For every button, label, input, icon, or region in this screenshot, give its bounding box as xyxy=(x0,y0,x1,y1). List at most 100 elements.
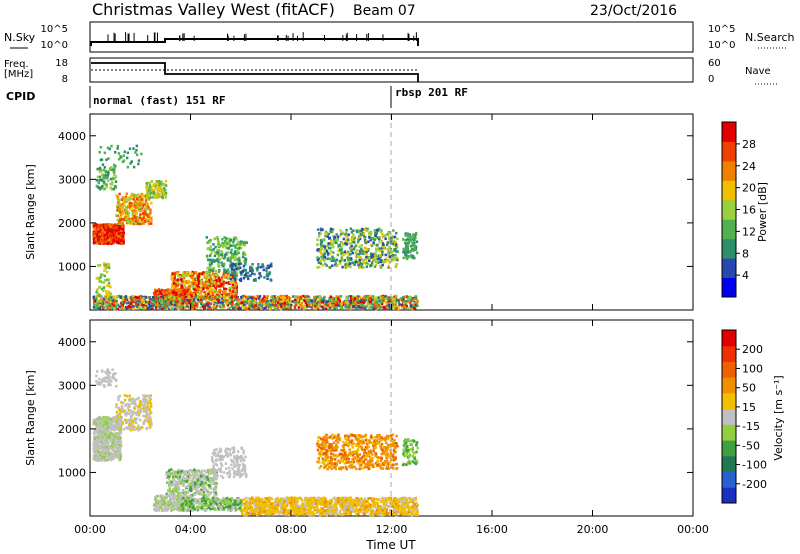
data-point xyxy=(227,259,229,262)
data-point xyxy=(362,250,364,253)
freq-left-tick-bottom: 8 xyxy=(62,74,68,85)
data-point xyxy=(125,307,127,310)
data-point xyxy=(316,307,318,310)
data-point xyxy=(373,238,375,241)
data-point xyxy=(347,238,349,241)
data-point xyxy=(149,211,151,214)
power-ylabel: Slant Range [km] xyxy=(24,164,37,260)
data-point xyxy=(374,265,376,268)
data-point xyxy=(379,265,381,268)
data-point xyxy=(415,232,417,235)
data-point xyxy=(331,264,333,267)
data-point xyxy=(197,299,199,302)
data-point xyxy=(239,243,241,246)
data-point xyxy=(338,244,340,247)
data-point xyxy=(95,238,97,241)
data-point xyxy=(153,304,155,307)
data-point xyxy=(96,277,98,280)
data-point xyxy=(142,304,144,307)
colorbar-tick-label: 24 xyxy=(742,160,756,173)
data-point xyxy=(334,261,336,264)
data-point xyxy=(163,194,165,197)
data-point xyxy=(244,244,246,247)
data-point xyxy=(253,297,255,300)
data-point xyxy=(157,195,159,198)
data-point xyxy=(239,307,241,310)
data-point xyxy=(159,182,161,185)
data-point xyxy=(362,297,364,300)
data-point xyxy=(148,214,150,217)
data-point xyxy=(188,291,190,294)
data-point xyxy=(269,304,271,307)
data-point xyxy=(100,300,102,303)
data-point xyxy=(349,242,351,245)
data-point xyxy=(247,278,249,281)
data-point xyxy=(217,240,219,243)
data-point xyxy=(352,262,354,265)
data-point xyxy=(227,306,229,309)
data-point xyxy=(119,222,121,225)
cpid-panel: CPID normal (fast) 151 RF rbsp 201 RF xyxy=(6,86,468,108)
data-point xyxy=(265,270,267,273)
power-panel: Slant Range [km] 4000300020001000 282420… xyxy=(24,114,769,310)
data-point xyxy=(110,145,112,148)
data-point xyxy=(235,287,237,290)
data-point xyxy=(175,292,177,295)
data-point xyxy=(384,295,386,298)
freq-left-label-bottom: [MHz] xyxy=(4,69,33,80)
data-point xyxy=(205,271,207,274)
data-point xyxy=(163,307,165,310)
data-point xyxy=(332,246,334,249)
data-point xyxy=(336,259,338,262)
data-point xyxy=(217,282,219,285)
data-point xyxy=(103,181,105,184)
data-point xyxy=(355,308,357,311)
data-point xyxy=(266,277,268,280)
data-point xyxy=(203,291,205,294)
data-point xyxy=(348,233,350,236)
data-point xyxy=(129,196,131,199)
data-point xyxy=(137,203,139,206)
data-point xyxy=(341,307,343,310)
data-point xyxy=(206,255,208,258)
data-point xyxy=(394,236,396,239)
data-point xyxy=(139,210,141,213)
data-point xyxy=(240,271,242,274)
data-point xyxy=(299,296,301,299)
data-point xyxy=(126,157,128,160)
data-point xyxy=(387,232,389,235)
data-point xyxy=(106,271,108,274)
data-point xyxy=(282,296,284,299)
data-point xyxy=(102,290,104,293)
data-point xyxy=(146,203,148,206)
data-point xyxy=(395,243,397,246)
data-point xyxy=(372,301,374,304)
data-point xyxy=(144,220,146,223)
data-point xyxy=(206,289,208,292)
data-point xyxy=(159,308,161,311)
data-point xyxy=(358,305,360,308)
data-point xyxy=(244,263,246,266)
colorbar-segment xyxy=(722,239,736,259)
y-tick-label: 3000 xyxy=(58,173,86,186)
data-point xyxy=(184,283,186,286)
data-point xyxy=(364,236,366,239)
data-point xyxy=(311,300,313,303)
data-point xyxy=(97,225,99,228)
data-point xyxy=(284,299,286,302)
colorbar-segment xyxy=(722,180,736,200)
data-point xyxy=(100,280,102,283)
data-point xyxy=(247,272,249,275)
data-point xyxy=(214,289,216,292)
data-point xyxy=(235,283,237,286)
data-point xyxy=(362,266,364,269)
data-point xyxy=(303,300,305,303)
data-point xyxy=(151,180,153,183)
data-point xyxy=(349,253,351,256)
data-point xyxy=(191,308,193,311)
data-point xyxy=(181,305,183,308)
data-point xyxy=(190,292,192,295)
data-point xyxy=(240,240,242,243)
data-point xyxy=(407,233,409,236)
data-point xyxy=(412,235,414,238)
